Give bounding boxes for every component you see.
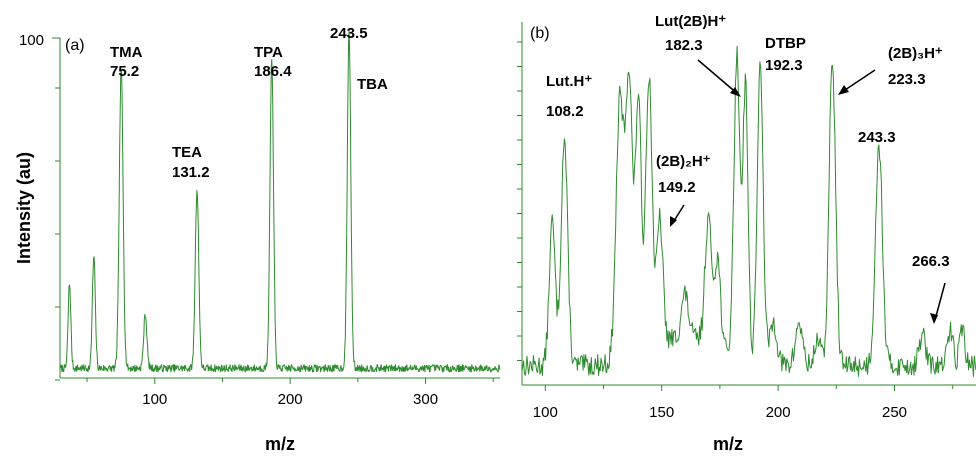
panel-b-y-minor-ticks	[517, 41, 522, 361]
panel-b-spectrum-line	[521, 45, 976, 377]
annotation-dtbp: DTBP	[765, 35, 806, 52]
panel-a-x-axis-title: m/z	[265, 434, 295, 454]
panel-b-x-tick-label: 150	[649, 404, 674, 421]
y-axis-title: Intensity (au)	[14, 152, 34, 264]
panel-b: 100 150 200 250 (b) Lut.H⁺ 108.2 Lut(2B)H⁺ …	[517, 13, 976, 454]
panel-b-label: (b)	[530, 25, 550, 42]
annotation-lut2bh-value: 182.3	[665, 37, 703, 54]
annotation-tba: TBA	[357, 76, 388, 93]
panel-a-x-tick-label: 100	[142, 391, 167, 408]
panel-b-x-tick-label: 100	[533, 404, 558, 421]
annotation-266-value: 266.3	[912, 253, 950, 270]
annotation-dtbp-value: 192.3	[765, 57, 803, 74]
annotation-tba-value: 243.5	[330, 25, 368, 42]
annotation-tma-value: 75.2	[110, 63, 139, 80]
annotation-luth-value: 108.2	[546, 103, 584, 120]
panel-a-spectrum-line	[59, 29, 501, 373]
annotation-2b2h: (2B)₂H⁺	[656, 153, 711, 170]
panel-a-x-tick-label: 200	[278, 391, 303, 408]
panel-b-x-ticks: 100 150 200 250	[533, 385, 954, 421]
annotation-tea-value: 131.2	[172, 164, 210, 181]
annotation-2b3h: (2B)₃H⁺	[888, 45, 943, 62]
panel-a-x-tick-label: 300	[413, 391, 438, 408]
annotation-lut2bh: Lut(2B)H⁺	[655, 13, 726, 30]
arrow-266	[934, 282, 946, 321]
annotation-tma: TMA	[110, 44, 143, 61]
panel-a-y-minor-ticks	[52, 37, 60, 381]
panel-a-y-tick-label-100: 100	[19, 32, 44, 49]
panel-b-x-tick-label: 250	[882, 404, 907, 421]
annotation-tpa-value: 186.4	[254, 63, 292, 80]
annotation-tea: TEA	[172, 144, 202, 161]
arrow-2b3h-head	[838, 85, 849, 95]
annotation-2b3h-value: 223.3	[888, 71, 926, 88]
arrow-2b2h-head	[670, 216, 677, 227]
panel-b-x-tick-label: 200	[766, 404, 791, 421]
panel-b-x-axis-title: m/z	[713, 434, 743, 454]
arrow-2b3h	[841, 69, 876, 93]
panel-a-label: (a)	[65, 37, 85, 54]
annotation-243-value: 243.3	[858, 129, 896, 146]
annotation-2b2h-value: 149.2	[658, 179, 696, 196]
panel-a-x-ticks: 100 200 300	[86, 378, 494, 408]
arrow-lut2bh	[697, 59, 740, 96]
annotation-luth: Lut.H⁺	[546, 73, 592, 90]
panel-a: 100 200 300 100 (a) TMA 75.2 TEA 131.2 TPA…	[19, 25, 501, 454]
arrow-lut2bh-head	[730, 87, 741, 97]
annotation-tpa: TPA	[254, 44, 283, 61]
arrow-266-head	[930, 313, 938, 324]
